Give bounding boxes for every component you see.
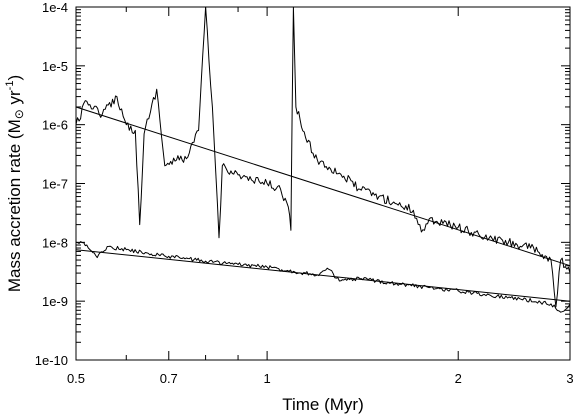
fit-line-1 [75, 106, 571, 267]
series-layer [75, 6, 571, 313]
x-tick-label-0: 0.5 [67, 371, 85, 386]
y-tick-label-2: 1e-8 [42, 235, 68, 250]
accretion-series-0 [75, 6, 571, 308]
y-tick-label-3: 1e-7 [42, 177, 68, 192]
x-tick-label-3: 2 [455, 371, 462, 386]
accretion-series-2 [75, 241, 571, 313]
y-tick-label-4: 1e-6 [42, 118, 68, 133]
y-tick-label-0: 1e-10 [35, 353, 68, 368]
y-tick-label-6: 1e-4 [42, 0, 68, 15]
y-axis-label: Mass accretion rate (M⊙ yr-1) [4, 75, 26, 292]
y-tick-label-5: 1e-5 [42, 59, 68, 74]
y-axis-label-prefix: Mass accretion rate (M [5, 119, 24, 292]
sun-symbol: ⊙ [12, 109, 26, 119]
fit-line-3 [75, 249, 571, 302]
y-axis-label-unit: yr [5, 90, 24, 109]
plot-frame [75, 6, 571, 361]
x-tick-label-4: 3 [566, 371, 573, 386]
y-axis-label-suffix: ) [5, 75, 24, 81]
x-axis-label: Time (Myr) [282, 395, 364, 414]
x-tick-label-1: 0.7 [160, 371, 178, 386]
y-axis-label-exponent: -1 [4, 81, 16, 91]
x-tick-label-2: 1 [263, 371, 270, 386]
y-tick-label-1: 1e-9 [42, 294, 68, 309]
tick-layer: 0.5 0.7 1 2 3 1e-10 1e-9 1e-8 1e-7 1e-6 1e-5 1e-4 [35, 0, 574, 386]
